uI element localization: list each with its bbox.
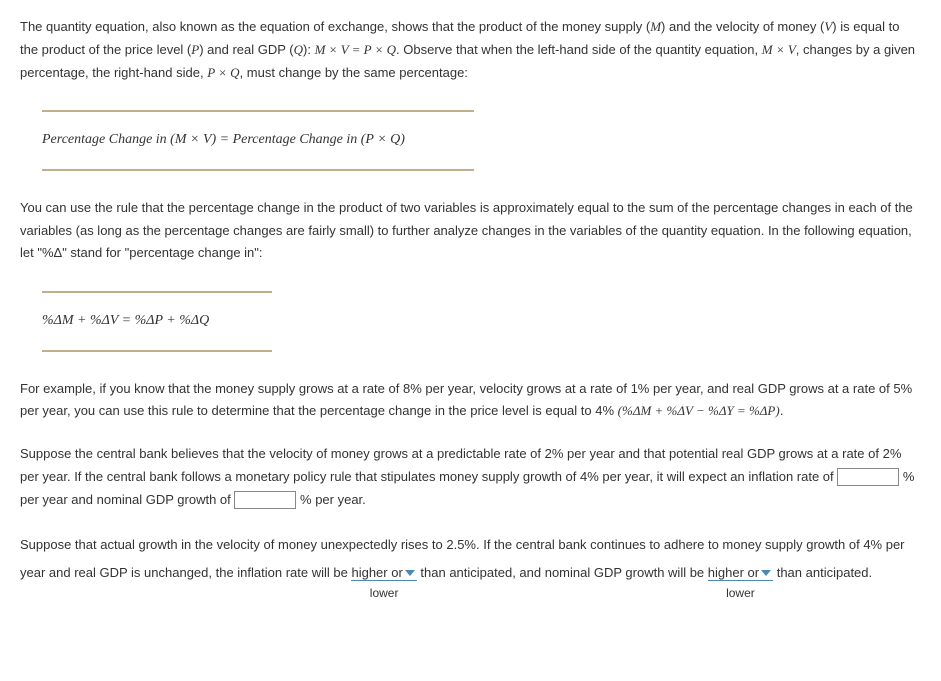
equation-rule-top	[42, 110, 474, 112]
paragraph-example: For example, if you know that the money …	[20, 378, 921, 424]
text: , must change by the same percentage:	[240, 65, 468, 80]
text: than anticipated.	[777, 565, 872, 580]
inflation-direction-dropdown[interactable]: higher or lower	[351, 559, 416, 586]
paragraph-question-2: Suppose that actual growth in the veloci…	[20, 531, 921, 586]
var-m: M	[650, 19, 661, 34]
text: per year.	[315, 492, 366, 507]
equation-inline-pq: P × Q	[207, 65, 239, 80]
paragraph-intro: The quantity equation, also known as the…	[20, 16, 921, 84]
equation-rule-bottom	[42, 350, 272, 352]
var-q: Q	[294, 42, 303, 57]
inflation-rate-input[interactable]	[837, 468, 899, 486]
text: The quantity equation, also known as the…	[20, 19, 650, 34]
unit-label: %	[300, 492, 312, 507]
nominal-gdp-direction-dropdown[interactable]: higher or lower	[708, 559, 773, 586]
text: . Observe that when the left-hand side o…	[396, 42, 762, 57]
chevron-down-icon	[405, 570, 415, 576]
equation-block-2: %ΔM + %ΔV = %ΔP + %ΔQ	[42, 291, 921, 352]
text: than anticipated, and nominal GDP growth…	[420, 565, 707, 580]
chevron-down-icon	[761, 570, 771, 576]
equation-percentage-change: Percentage Change in (M × V) = Percentag…	[42, 124, 921, 157]
equation-rule-bottom	[42, 169, 474, 171]
text: ) and the velocity of money (	[661, 19, 824, 34]
unit-label: %	[903, 469, 915, 484]
nominal-gdp-growth-input[interactable]	[234, 491, 296, 509]
equation-inline-mv-pq: M × V = P × Q	[315, 42, 396, 57]
text: per year and nominal GDP growth of	[20, 492, 234, 507]
dropdown-selected-label: higher or	[351, 565, 402, 580]
equation-rule-top	[42, 291, 272, 293]
dropdown-alt-label: lower	[726, 586, 755, 600]
paragraph-question-1: Suppose the central bank believes that t…	[20, 443, 921, 511]
equation-inline-delta: (%ΔM + %ΔV − %ΔY = %ΔP)	[618, 403, 780, 418]
equation-inline-mv: M × V	[762, 42, 796, 57]
text: ):	[303, 42, 315, 57]
text: .	[780, 403, 784, 418]
text: Suppose the central bank believes that t…	[20, 446, 901, 484]
dropdown-alt-label: lower	[370, 586, 399, 600]
paragraph-rule-explanation: You can use the rule that the percentage…	[20, 197, 921, 265]
equation-delta-sum: %ΔM + %ΔV = %ΔP + %ΔQ	[42, 305, 921, 338]
text: ) and real GDP (	[199, 42, 293, 57]
equation-block-1: Percentage Change in (M × V) = Percentag…	[42, 110, 921, 171]
dropdown-selected-label: higher or	[708, 565, 759, 580]
